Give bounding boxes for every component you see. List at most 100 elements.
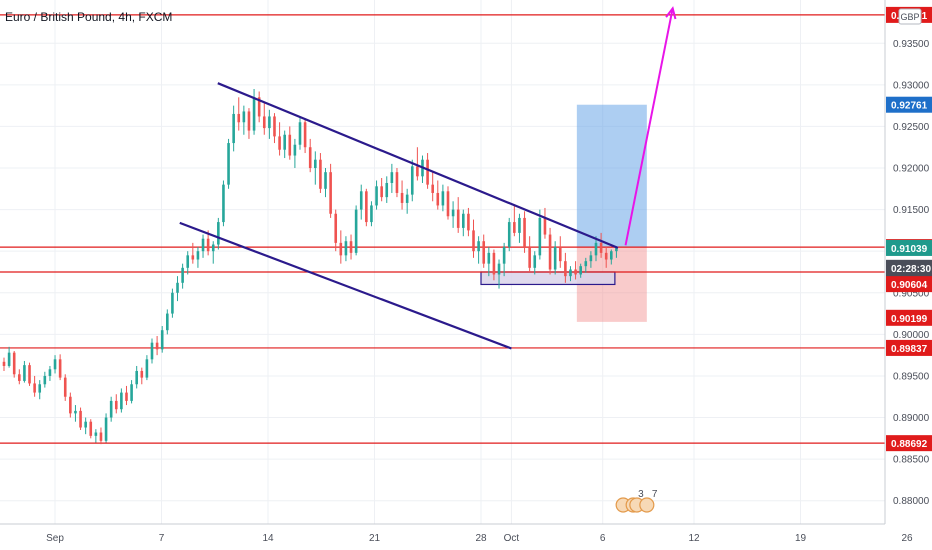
candle-body (477, 241, 480, 252)
candle-body (370, 205, 373, 223)
candle-body (375, 186, 378, 206)
candle-body (120, 392, 123, 410)
candle-body (456, 209, 460, 228)
currency-badge[interactable]: GBP (898, 8, 922, 25)
candle-body (140, 370, 144, 378)
trendline[interactable] (179, 221, 512, 350)
projection-arrow[interactable] (624, 8, 674, 246)
price-tag (886, 276, 932, 293)
price-tag (886, 435, 932, 452)
candle-body (599, 242, 603, 253)
candle-body (523, 217, 526, 248)
position-tool[interactable] (480, 104, 647, 322)
candle-body (89, 421, 93, 436)
candle-body (125, 392, 128, 401)
candle-body (329, 172, 332, 214)
candle-body (114, 400, 118, 410)
candle-body (472, 230, 475, 252)
candle-body (74, 410, 77, 414)
candle-body (308, 147, 312, 169)
candle-body (446, 191, 450, 217)
price-tag (886, 259, 932, 276)
candle-body (553, 247, 557, 270)
candle-body (349, 241, 353, 253)
event-count: 7 (652, 489, 658, 500)
candle-body (507, 222, 511, 248)
candle-body (564, 261, 567, 277)
candle-body (410, 166, 414, 195)
y-tick-label: 0.91500 (893, 205, 930, 216)
candle-body (365, 191, 368, 223)
candle-body (43, 375, 47, 385)
candle-body (354, 209, 358, 253)
candle-body (594, 242, 598, 256)
candle-body (604, 252, 608, 260)
x-tick-label: 26 (901, 533, 913, 544)
candle-body (217, 222, 220, 245)
x-tick-label: Oct (504, 533, 520, 544)
projection-arrow-head[interactable] (665, 6, 677, 20)
candle-body (543, 217, 547, 235)
candle-body (201, 238, 205, 252)
candle-body (48, 369, 52, 376)
candle-body (227, 143, 230, 185)
horizontal-levels[interactable] (0, 14, 885, 444)
candle-body (615, 247, 618, 252)
entry-box[interactable] (480, 271, 616, 286)
candle-body (436, 192, 440, 206)
candle-body (487, 252, 491, 264)
candle-body (186, 255, 190, 268)
event-flag-icon[interactable] (639, 497, 655, 513)
candle-body (451, 209, 455, 217)
candle-body (533, 255, 537, 268)
y-tick-label: 0.93000 (893, 80, 930, 91)
candle-body (94, 432, 98, 436)
trendlines[interactable] (179, 6, 677, 350)
time-axis-background[interactable] (0, 524, 932, 550)
svg-text:GBP: GBP (900, 12, 919, 22)
candle-body (166, 313, 169, 331)
candle-body (298, 122, 302, 145)
x-tick-label: 21 (369, 533, 381, 544)
candle-body (181, 267, 184, 283)
candle-body (262, 116, 266, 129)
candle-body (513, 222, 516, 233)
event-count: 3 (638, 489, 644, 500)
candle-body (211, 244, 215, 252)
candle-body (84, 421, 87, 428)
y-tick-label: 0.88500 (893, 455, 930, 466)
candle-body (400, 192, 404, 203)
candle-body (293, 144, 297, 156)
x-tick-label: 14 (262, 533, 274, 544)
candle-body (12, 352, 16, 375)
candle-body (247, 111, 251, 131)
candle-body (268, 116, 271, 129)
candle-body (324, 172, 327, 189)
time-axis[interactable]: Sep 7 14 21 28 Oct 6 12 19 26 (46, 533, 913, 544)
candles (2, 88, 618, 445)
candle-body (18, 374, 21, 381)
candle-body (69, 396, 72, 414)
candle-body (538, 217, 542, 256)
candle-body (145, 359, 149, 378)
target-zone[interactable] (576, 104, 647, 248)
candle-body (288, 134, 292, 156)
candle-body (385, 182, 389, 198)
price-tag (886, 309, 932, 326)
trendline[interactable] (217, 82, 619, 249)
candle-body (155, 342, 159, 350)
candle-body (109, 400, 113, 418)
candle-body (462, 213, 465, 228)
grid (0, 0, 908, 524)
y-tick-label: 0.92500 (893, 122, 930, 133)
x-tick-label: Sep (46, 533, 64, 544)
candle-body (176, 282, 179, 293)
price-tag-label: 0.88692 (891, 439, 928, 450)
candle-body (222, 184, 225, 223)
y-tick-label: 0.89500 (893, 371, 930, 382)
candle-body (395, 172, 399, 193)
candle-body (584, 261, 588, 267)
candle-body (303, 122, 307, 148)
candle-body (171, 292, 174, 314)
